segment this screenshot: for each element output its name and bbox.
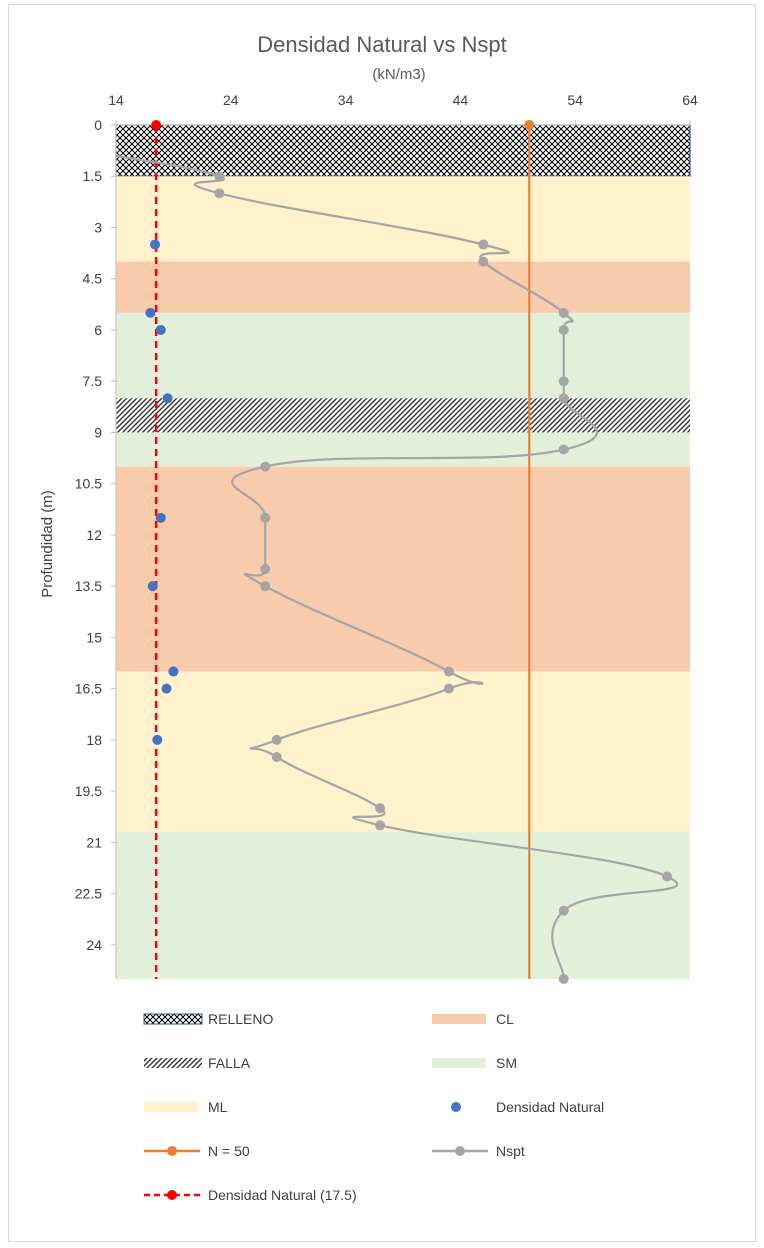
legend-label: CL: [496, 1011, 514, 1027]
legend-item: CL: [432, 1011, 514, 1027]
densidad-point: [168, 666, 179, 677]
y-tick-label: 18: [86, 732, 102, 748]
legend-swatch-marker: [167, 1146, 177, 1156]
y-tick-label: 16.5: [75, 681, 102, 697]
legend-label: SM: [496, 1055, 517, 1071]
legend-swatch-fill: [432, 1058, 486, 1068]
densidad-point: [152, 734, 163, 745]
y-tick-label: 10.5: [75, 476, 102, 492]
nspt-point: [558, 905, 569, 916]
layer-falla-4: [116, 398, 690, 433]
layer-cl-2: [116, 261, 690, 313]
layer-sm-8: [116, 832, 690, 979]
y-tick-label: 13.5: [75, 578, 102, 594]
layer-sm-3: [116, 312, 690, 399]
x-tick-label: 64: [682, 92, 698, 108]
y-tick-label: 1.5: [83, 168, 103, 184]
nspt-point: [662, 871, 673, 882]
y-tick-label: 0: [94, 117, 102, 133]
nspt-point: [375, 820, 386, 831]
nspt-point: [443, 666, 454, 677]
layer-sm-5: [116, 432, 690, 467]
nspt-point: [558, 444, 569, 455]
nspt-point: [478, 239, 489, 250]
legend-label: Densidad Natural (17.5): [208, 1187, 357, 1203]
nspt-point: [443, 683, 454, 694]
legend-item: Densidad Natural (17.5): [144, 1187, 357, 1203]
legend-item: FALLA: [144, 1055, 251, 1071]
layer-ml-7: [116, 671, 690, 833]
y-tick-label: 24: [86, 937, 102, 953]
legend-label: N = 50: [208, 1143, 250, 1159]
densidad-point: [155, 324, 166, 335]
nspt-point: [260, 461, 271, 472]
nspt-point: [214, 188, 225, 199]
legend-label: ML: [208, 1099, 228, 1115]
legend-item: N = 50: [144, 1143, 250, 1159]
densidad-point: [147, 581, 158, 592]
nspt-point: [271, 734, 282, 745]
y-tick-label: 6: [94, 322, 102, 338]
legend-swatch-fill: [144, 1102, 198, 1112]
n50-marker: [524, 120, 535, 130]
chart-subtitle: (kN/m3): [372, 66, 425, 83]
nspt-point: [558, 376, 569, 387]
nspt-point: [260, 512, 271, 523]
legend-label: Nspt: [496, 1143, 525, 1159]
legend-swatch-relleno: [143, 1013, 203, 1025]
legend-swatch-fill: [432, 1014, 486, 1024]
legend-label: Densidad Natural: [496, 1099, 604, 1115]
nspt-point: [260, 581, 271, 592]
y-tick-label: 12: [86, 527, 102, 543]
x-tick-label: 34: [338, 92, 354, 108]
densidad-ref-marker: [151, 120, 162, 130]
y-tick-label: 22.5: [75, 886, 102, 902]
x-tick-label: 54: [567, 92, 583, 108]
nspt-point: [558, 307, 569, 318]
nspt-point: [214, 171, 225, 182]
y-tick-label: 3: [94, 219, 102, 235]
legend-swatch-falla: [144, 1058, 202, 1068]
legend-swatch-marker: [167, 1190, 177, 1200]
densidad-point: [162, 393, 173, 404]
y-tick-label: 7.5: [83, 373, 103, 389]
x-tick-label: 44: [453, 92, 469, 108]
nspt-point: [375, 803, 386, 814]
x-tick-label: 14: [108, 92, 124, 108]
nspt-point: [558, 393, 569, 404]
legend-item: ML: [144, 1099, 228, 1115]
nspt-point: [271, 751, 282, 762]
legend-swatch-marker: [455, 1146, 465, 1156]
legend-item: RELLENO: [143, 1011, 273, 1027]
densidad-point: [145, 307, 156, 318]
nspt-point: [558, 324, 569, 335]
nspt-point: [260, 564, 271, 575]
densidad-point: [161, 683, 172, 694]
legend-item: Densidad Natural: [451, 1099, 604, 1115]
y-tick-label: 15: [86, 629, 102, 645]
y-tick-label: 4.5: [83, 271, 103, 287]
y-tick-label: 9: [94, 424, 102, 440]
layer-relleno-0: [116, 125, 690, 177]
y-tick-label: 19.5: [75, 783, 102, 799]
densidad-point: [150, 239, 161, 250]
chart-title: Densidad Natural vs Nspt: [257, 32, 506, 57]
x-tick-label: 24: [223, 92, 239, 108]
layer-cl-6: [116, 466, 690, 672]
densidad-point: [155, 512, 166, 523]
legend-label: FALLA: [208, 1055, 251, 1071]
nspt-point: [558, 974, 569, 984]
y-tick-label: 21: [86, 834, 102, 850]
legend-label: RELLENO: [208, 1011, 273, 1027]
legend-item: SM: [432, 1055, 517, 1071]
legend-swatch-dot: [451, 1102, 461, 1112]
y-axis-label: Profundidad (m): [39, 490, 56, 598]
nspt-line: [115, 154, 679, 980]
nspt-point: [478, 256, 489, 267]
legend-item: Nspt: [432, 1143, 525, 1159]
